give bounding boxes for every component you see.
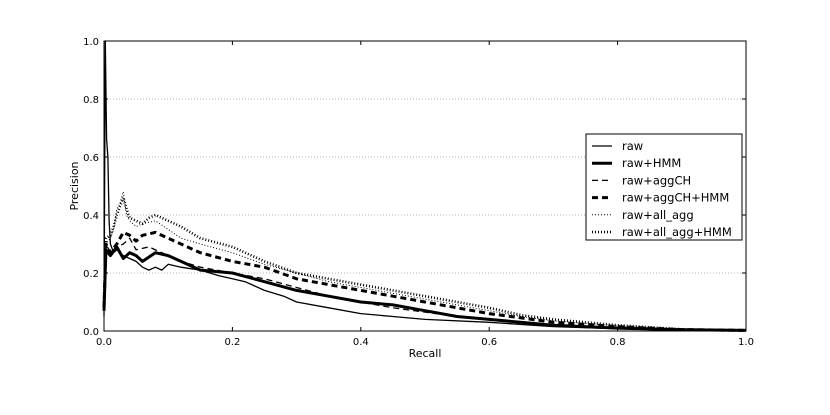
horizontal-grid — [104, 98, 746, 274]
x-tick-label-0: 0.0 — [96, 337, 112, 348]
x-tick-label-4: 0.8 — [610, 337, 626, 348]
plot-frame — [103, 40, 747, 332]
series-line-0 — [103, 40, 747, 332]
y-tick-label-2: 0.4 — [83, 211, 99, 222]
series-lines — [102, 40, 747, 332]
axis-ticks: 0.0 0.2 0.4 0.6 0.8 1.0 0.0 0.2 0.4 0.6 0.8 1.0 — [83, 37, 754, 348]
legend-label-2: raw+aggCH — [622, 173, 691, 187]
legend: raw raw+HMM raw+aggCH raw+aggCH+HMM raw+all_… — [585, 133, 743, 241]
legend-label-0: raw — [622, 139, 643, 153]
legend-label-5: raw+all_agg+HMM — [622, 225, 732, 239]
y-tick-label-1: 0.2 — [83, 269, 99, 280]
y-axis-label: Precision — [68, 161, 81, 210]
x-tick-label-1: 0.2 — [224, 337, 240, 348]
legend-label-4: raw+all_agg — [622, 208, 694, 222]
y-tick-label-0: 0.0 — [83, 327, 99, 338]
series-line-3 — [102, 230, 747, 332]
x-tick-label-3: 0.6 — [481, 337, 497, 348]
series-line-2 — [103, 237, 747, 332]
y-tick-label-5: 1.0 — [83, 37, 99, 48]
y-tick-label-3: 0.6 — [83, 153, 99, 164]
y-tick-label-4: 0.8 — [83, 95, 99, 106]
legend-box — [585, 133, 743, 241]
x-axis-label: Recall — [409, 347, 442, 360]
series-line-4 — [103, 191, 747, 331]
legend-label-1: raw+HMM — [622, 156, 681, 170]
x-tick-label-5: 1.0 — [738, 337, 754, 348]
legend-label-3: raw+aggCH+HMM — [622, 191, 729, 205]
x-tick-label-2: 0.4 — [353, 337, 369, 348]
